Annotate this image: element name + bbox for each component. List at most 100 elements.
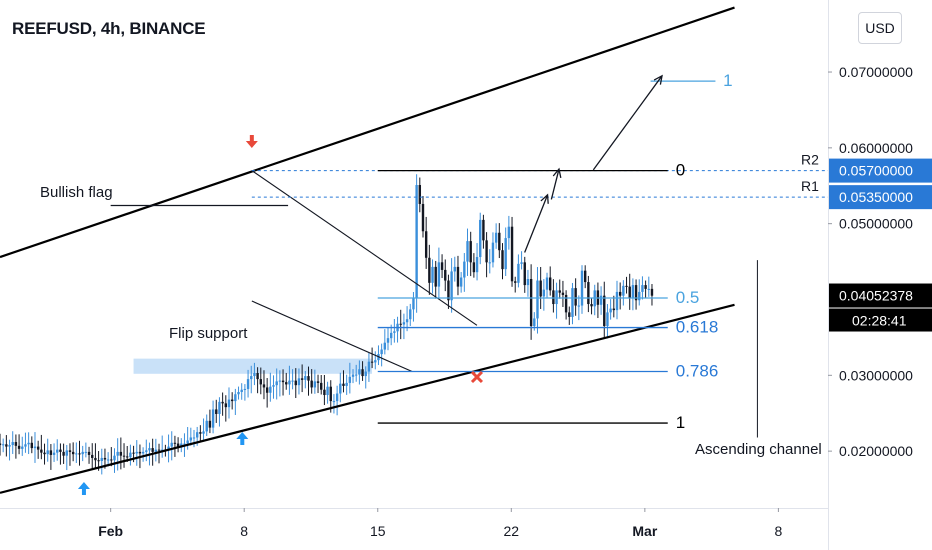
candle-body — [485, 240, 488, 263]
resistance-touch-arrow — [245, 135, 258, 148]
candle-body — [33, 446, 37, 449]
candle-body — [122, 455, 126, 457]
flag-lower-line — [251, 300, 413, 373]
candle-body — [638, 291, 641, 301]
candle-body — [574, 288, 577, 306]
price-tag — [829, 158, 932, 183]
candle-body — [192, 437, 196, 439]
candle-body — [431, 266, 434, 283]
candle-body — [345, 382, 348, 386]
breakout-arrow — [524, 194, 549, 253]
candle-body — [173, 442, 177, 444]
candle-body — [186, 440, 189, 444]
fib-level-label: 0 — [676, 161, 685, 180]
chart-title: REEFUSD, 4h, BINANCE — [12, 19, 206, 38]
candle-body — [421, 203, 425, 232]
candle-body — [555, 290, 558, 305]
candle-body — [148, 448, 151, 451]
candle-body — [202, 431, 205, 434]
candle-body — [367, 361, 371, 372]
candle-body — [116, 451, 119, 456]
candle-body — [30, 442, 34, 449]
candle-body — [46, 450, 49, 455]
flip-support-label: Flip support — [169, 325, 248, 342]
candle-body — [43, 452, 46, 455]
candle-body — [380, 349, 383, 355]
candle-body — [265, 387, 269, 393]
candle-body — [453, 266, 456, 272]
candle-body — [405, 319, 409, 323]
candle-body — [323, 389, 326, 396]
target-arrow-head — [653, 74, 663, 85]
y-tick-label: 0.07000000 — [839, 64, 913, 80]
candle-body — [36, 446, 40, 450]
candle-body — [504, 238, 507, 270]
candle-body — [488, 262, 491, 264]
candle-body — [447, 280, 450, 301]
r1-arrow-head — [552, 167, 562, 179]
candle-body — [529, 279, 533, 327]
candle-body — [288, 380, 291, 385]
candle-body — [21, 446, 24, 449]
candle-body — [482, 219, 485, 241]
candle-body — [440, 262, 444, 270]
candle-body — [27, 442, 30, 445]
candle-body — [40, 449, 43, 453]
candle-body — [358, 369, 361, 375]
candle-body — [262, 384, 266, 388]
candle-body — [326, 386, 329, 396]
candle-body — [84, 451, 88, 453]
countdown-label: 02:28:41 — [852, 313, 907, 329]
candle-body — [170, 442, 173, 447]
candle-body — [418, 185, 422, 204]
candle-body — [479, 219, 482, 258]
candle-body — [587, 282, 590, 305]
candle-body — [221, 401, 224, 404]
candle-body — [647, 288, 650, 290]
currency-button[interactable]: USD — [858, 12, 902, 44]
candle-body — [145, 450, 148, 452]
candle-body — [415, 185, 418, 298]
candle-body — [285, 382, 288, 385]
zone-layer — [133, 358, 373, 374]
candle-body — [52, 452, 56, 455]
candle-body — [469, 241, 472, 263]
candle-body — [332, 401, 336, 403]
candle-body — [450, 271, 453, 301]
candle-body — [129, 452, 132, 458]
candle-body — [618, 291, 622, 296]
candle-body — [275, 381, 278, 386]
candle-body — [167, 446, 170, 451]
resistance-label: R2 — [801, 152, 819, 168]
candle-body — [402, 322, 406, 325]
candle-body — [523, 262, 526, 286]
candle-body — [599, 295, 603, 305]
candle-body — [351, 374, 355, 377]
y-tick-label: 0.06000000 — [839, 140, 913, 156]
candle-body — [8, 445, 11, 447]
invalidation-marker — [470, 370, 484, 384]
countdown-box — [829, 308, 932, 332]
candle-body — [250, 376, 253, 380]
candle-body — [132, 452, 135, 454]
candle-body — [307, 376, 310, 381]
candle-body — [0, 443, 2, 446]
candle-body — [253, 373, 256, 377]
candle-body — [195, 432, 199, 438]
x-tick-label: 15 — [370, 523, 386, 539]
x-tick-label: Mar — [632, 523, 657, 539]
candle-body — [157, 449, 161, 451]
candle-body — [91, 454, 94, 458]
candle-body — [361, 369, 364, 377]
candle-body — [75, 453, 78, 455]
candle-body — [218, 401, 221, 414]
candle-body — [329, 386, 332, 402]
candle-body — [272, 385, 275, 387]
axes-layer: 0.07000000 0.06000000 0.05000000 0.03000000… — [0, 0, 913, 550]
candle-body — [491, 242, 495, 263]
candle-body — [533, 318, 536, 327]
candle-body — [65, 450, 68, 456]
candle-body — [205, 420, 208, 432]
price-tag — [829, 185, 932, 210]
